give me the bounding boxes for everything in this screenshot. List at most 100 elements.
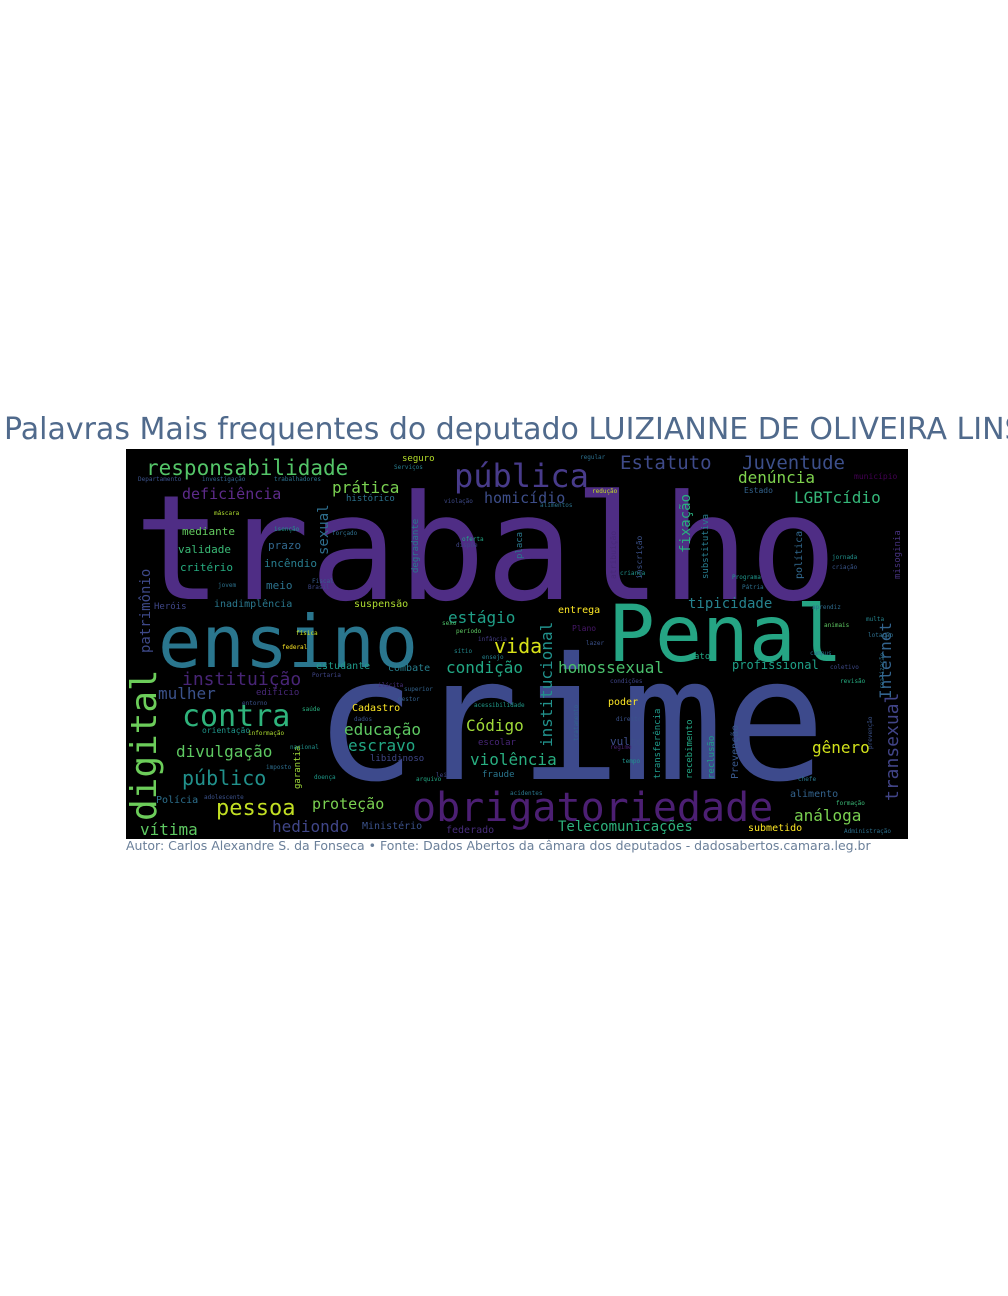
word-municipio: município (854, 472, 898, 481)
word-lei: lei (436, 772, 447, 779)
word-plano: Plano (572, 624, 596, 633)
word-entorno: entorno (242, 700, 268, 707)
word-lotacao: lotação (868, 632, 894, 639)
word-formacao: formação (836, 800, 865, 807)
word-fraude: fraude (482, 770, 515, 780)
word-tempo: tempo (622, 758, 640, 765)
word-ensino: ensino (158, 600, 418, 684)
word-animais: animais (824, 622, 850, 629)
word-tratamento: tratamento (573, 704, 580, 741)
word-analoga: análoga (794, 806, 861, 825)
word-campus: campus (810, 650, 832, 657)
word-chefe: chefe (798, 776, 816, 783)
word-vida: vida (494, 634, 542, 658)
word-aprendiz: aprendiz (812, 604, 841, 611)
word-reclusao: reclusão (707, 736, 717, 779)
word-nacional: nacional (290, 744, 319, 751)
word-juventude: Juventude (742, 452, 845, 474)
word-dispoe: dispõe (456, 542, 478, 549)
word-estatuto: Estatuto (620, 452, 712, 474)
word-brasil: Brasil (308, 584, 330, 591)
word-responsabilidade: responsabilidade (146, 456, 348, 480)
word-entrega: entrega (558, 605, 600, 616)
word-libidinoso: libidinoso (370, 754, 424, 764)
word-estagio: estágio (448, 608, 515, 627)
word-orientacao: orientação (202, 726, 250, 735)
word-combate: combate (388, 663, 430, 674)
word-fisica: física (296, 630, 318, 637)
word-herois: Heróis (154, 601, 187, 612)
word-crianca: criança (620, 570, 646, 577)
word-coletivo: coletivo (830, 664, 859, 671)
word-oferta: oferta (462, 536, 484, 543)
word-investigacao: investigação (202, 476, 246, 483)
word-informacao: informação (248, 730, 285, 737)
word-periodo: período (456, 628, 482, 635)
word-instituicao: instituição (182, 669, 301, 690)
word-historico: histórico (346, 493, 395, 504)
word-homicidio: homicídio (484, 489, 565, 507)
word-hediondo: hediondo (272, 817, 349, 836)
word-denuncia: denúncia (738, 468, 815, 487)
word-homossexual: homossexual (558, 658, 664, 677)
word-policia: Polícia (156, 794, 198, 806)
word-cloud-canvas: trabalho crime ensino Penal obrigatoried… (126, 449, 908, 839)
word-mediante: mediante (182, 525, 235, 538)
word-federal: federal (282, 644, 308, 651)
word-mascara: máscara (214, 510, 240, 517)
word-infancia: infância (478, 636, 507, 643)
word-regular: regular (580, 454, 606, 461)
word-recebimento: recebimento (685, 719, 695, 779)
word-criacao: criação (832, 564, 858, 571)
word-forcado: forçado (332, 530, 358, 537)
word-arquivo: arquivo (416, 776, 442, 783)
word-fiscal: Fiscal (312, 578, 334, 585)
word-atribuicao: atribuição (609, 531, 618, 579)
word-regime: regime (610, 744, 632, 751)
word-alimento: alimento (790, 789, 838, 800)
word-codigo: Código (466, 716, 524, 735)
word-servicos: Serviços (394, 464, 423, 471)
word-obrigatoriedade: obrigatoriedade (412, 785, 773, 831)
word-educacao: educação (344, 720, 421, 739)
word-ensejo: ensejo (482, 654, 504, 661)
word-departamento: Departamento (138, 476, 182, 483)
word-escravo: escravo (348, 736, 415, 755)
word-direito: direito (616, 716, 642, 723)
word-trabalho: trabalho (134, 464, 837, 634)
word-jovem: jovem (218, 582, 236, 589)
word-acidentes: acidentes (510, 790, 543, 797)
word-prazo: prazo (268, 539, 301, 552)
word-publica: pública (454, 457, 589, 495)
word-lazer: lazer (586, 640, 604, 647)
word-ministerio: Ministério (362, 820, 422, 832)
word-garantia: garantia (293, 746, 303, 789)
word-inscricao: inscrição (635, 535, 644, 579)
word-criterio: critério (180, 561, 233, 574)
word-condicoes: condições (610, 678, 643, 685)
word-cadastro: Cadastro (352, 703, 400, 714)
word-trabalhadores: trabalhadores (274, 476, 321, 483)
word-imposto: imposto (266, 764, 292, 771)
word-condicao: condição (446, 658, 523, 677)
word-sexo: sexo (442, 620, 457, 627)
word-suspensao: suspensão (354, 599, 408, 610)
word-inadimplencia: inadimplência (214, 598, 292, 610)
word-realizacao: realização (879, 652, 886, 689)
word-transferencia: transferência (652, 709, 663, 779)
word-multa: multa (866, 616, 884, 623)
word-validade: validade (178, 543, 231, 556)
word-deficiencia: deficiência (182, 485, 281, 503)
word-violacao: violação (444, 498, 473, 505)
word-incendio: incêndio (264, 557, 317, 570)
word-pratica: prática (332, 478, 399, 497)
word-adolescente: adolescente (204, 794, 244, 801)
word-vitima: vítima (140, 820, 198, 839)
word-ilicita: ilícita (378, 682, 404, 689)
word-patrimonio: patrimônio (138, 569, 154, 653)
word-internet: Internet (876, 622, 895, 699)
word-meio: meio (266, 579, 293, 592)
word-substitutiva: substitutiva (701, 514, 711, 579)
word-edificio: edifício (256, 688, 299, 698)
word-prevencao2: prevenção (867, 716, 874, 749)
